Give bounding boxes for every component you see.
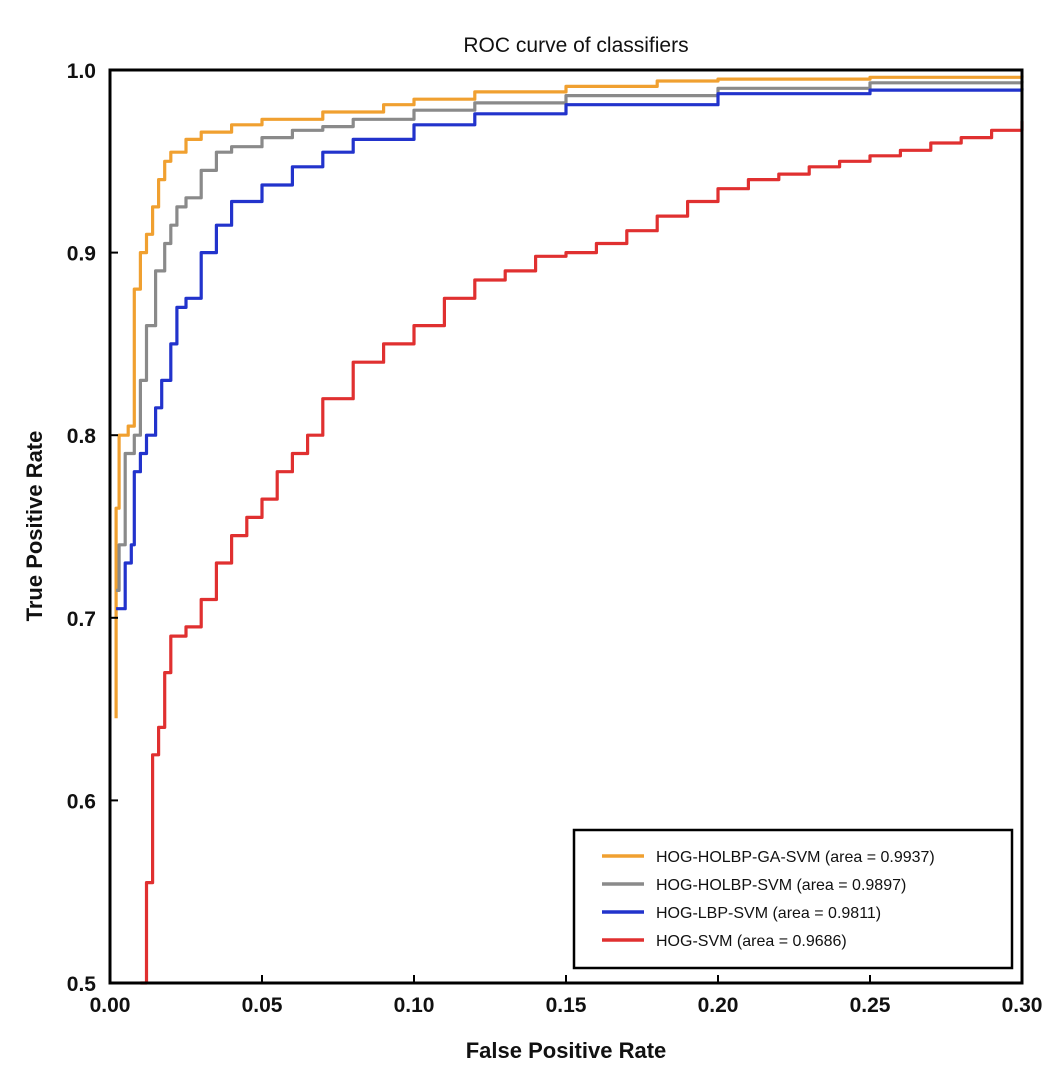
x-tick-label: 0.30	[1002, 994, 1043, 1017]
x-axis-label: False Positive Rate	[466, 1038, 667, 1063]
roc-curve-3	[116, 88, 1024, 611]
x-tick-label: 0.05	[242, 994, 283, 1017]
legend-label: HOG-SVM (area = 0.9686)	[656, 933, 847, 950]
y-tick-label: 0.6	[67, 790, 96, 813]
y-tick-label: 0.5	[67, 973, 97, 996]
x-tick-label: 0.00	[90, 994, 131, 1017]
y-axis-label: True Positive Rate	[22, 431, 47, 622]
y-tick-label: 0.7	[67, 608, 96, 631]
x-tick-label: 0.20	[698, 994, 739, 1017]
x-tick-label: 0.10	[394, 994, 435, 1017]
legend-label: HOG-LBP-SVM (area = 0.9811)	[656, 905, 881, 922]
y-tick-label: 0.9	[67, 243, 96, 266]
legend-label: HOG-HOLBP-GA-SVM (area = 0.9937)	[656, 849, 935, 866]
legend-label: HOG-HOLBP-SVM (area = 0.9897)	[656, 877, 906, 894]
chart-title: ROC curve of classifiers	[463, 34, 688, 57]
roc-curve-1	[114, 75, 1024, 719]
roc-curve-2	[116, 81, 1024, 592]
plot-area	[114, 75, 1024, 985]
x-tick-label: 0.25	[850, 994, 891, 1017]
x-axis-ticks: 0.00 0.05 0.10 0.15 0.20 0.25 0.30	[90, 975, 1043, 1017]
y-tick-label: 1.0	[67, 60, 96, 83]
y-axis-ticks: 0.5 0.6 0.7 0.8 0.9 1.0	[67, 60, 118, 996]
roc-curve-4	[140, 121, 1024, 985]
legend: HOG-HOLBP-GA-SVM (area = 0.9937) HOG-HOLB…	[572, 828, 1014, 970]
legend-box	[572, 828, 1014, 970]
x-tick-label: 0.15	[546, 994, 587, 1017]
y-tick-label: 0.8	[67, 425, 97, 448]
